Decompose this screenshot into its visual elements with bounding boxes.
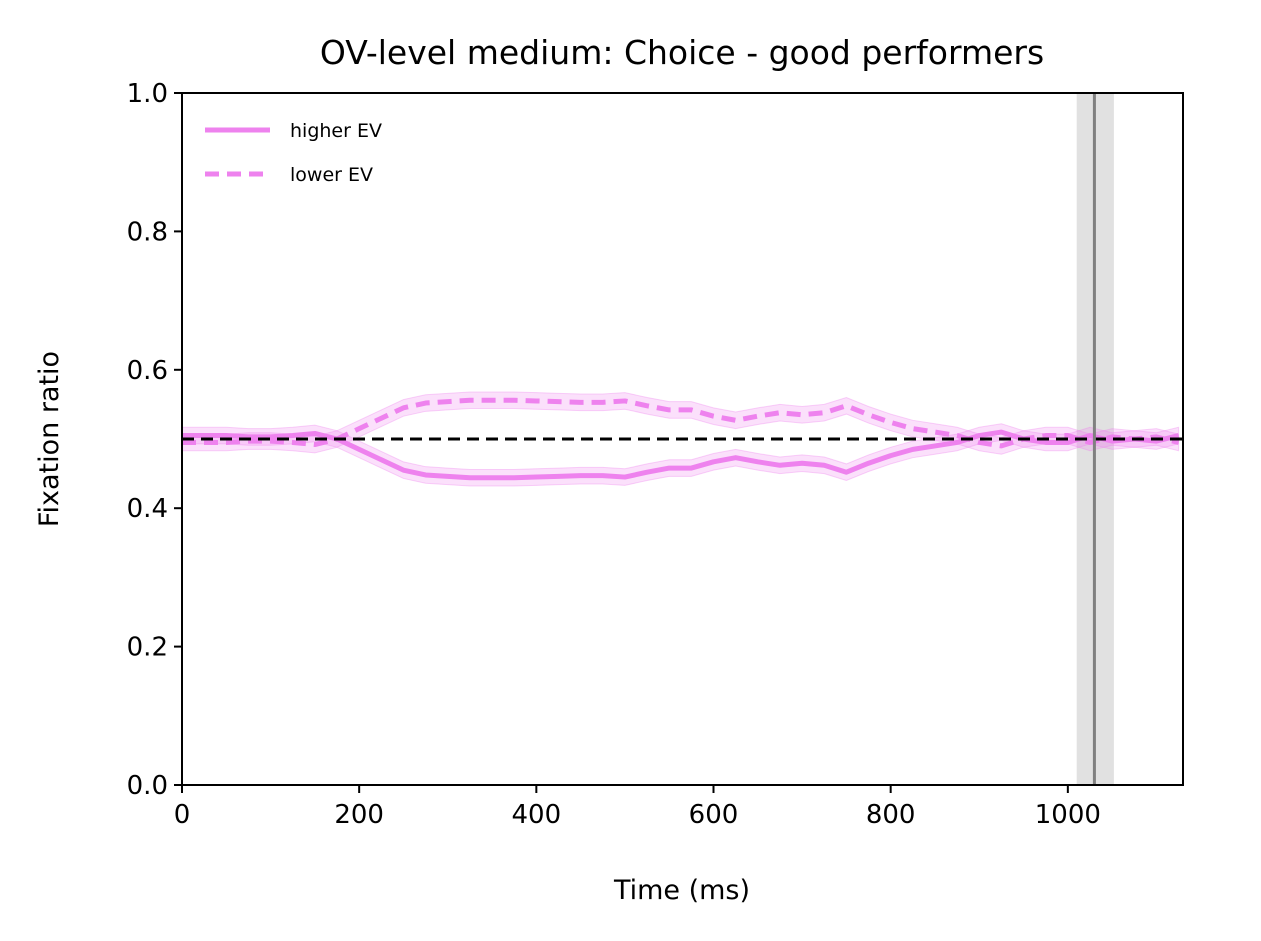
legend-label-lower-ev: lower EV — [290, 164, 373, 186]
x-tick-label: 1000 — [1035, 800, 1101, 830]
band-lower-ev — [181, 391, 1180, 455]
x-axis-label: Time (ms) — [613, 875, 750, 906]
y-tick-label: 1.0 — [127, 79, 168, 109]
x-tick-label: 600 — [689, 800, 739, 830]
y-axis-label: Fixation ratio — [34, 351, 65, 527]
y-tick-label: 0.2 — [127, 633, 168, 663]
plot-area — [181, 93, 1183, 785]
series-line-higher-ev — [182, 429, 1180, 481]
plot-frame — [181, 92, 1184, 786]
x-axis-ticks: 0 200 400 600 800 1000 — [174, 785, 1101, 830]
x-tick-label: 0 — [174, 800, 191, 830]
x-tick-label: 400 — [512, 800, 562, 830]
y-tick-label: 0.6 — [127, 356, 168, 386]
y-tick-label: 0.8 — [127, 217, 168, 247]
x-tick-label: 200 — [334, 800, 384, 830]
legend: higher EV lower EV — [205, 120, 382, 186]
legend-label-higher-ev: higher EV — [290, 120, 382, 142]
y-axis-ticks: 0.0 0.2 0.4 0.6 0.8 1.0 — [127, 79, 182, 801]
y-tick-label: 0.4 — [127, 494, 168, 524]
x-tick-label: 800 — [866, 800, 916, 830]
y-tick-label: 0.0 — [127, 771, 168, 801]
chart-title: OV-level medium: Choice - good performer… — [320, 33, 1044, 72]
series-line-lower-ev — [182, 397, 1180, 449]
